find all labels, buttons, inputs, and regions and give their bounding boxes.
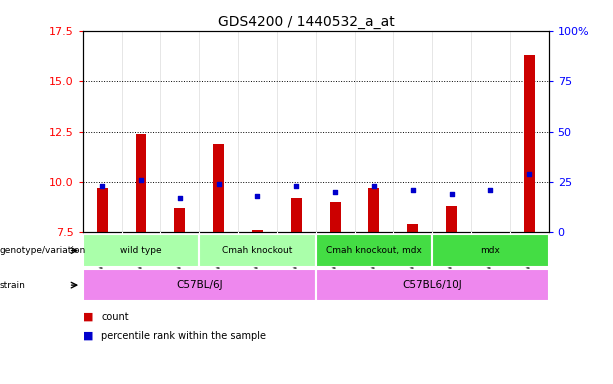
Text: GSM413169: GSM413169 (370, 234, 378, 280)
Bar (407, 224, 418, 232)
Point (408, 187, 417, 193)
Text: GSM413159: GSM413159 (97, 234, 107, 280)
Text: C57BL6/10J: C57BL6/10J (402, 280, 462, 290)
Text: Cmah knockout: Cmah knockout (223, 246, 292, 255)
Bar (252, 230, 263, 232)
Bar (316, 234, 432, 267)
Point (369, 183, 379, 189)
Text: GSM413164: GSM413164 (292, 234, 301, 280)
Bar (368, 188, 379, 232)
Bar (135, 134, 147, 232)
Bar (213, 144, 224, 232)
Bar (174, 208, 185, 232)
Text: ■: ■ (83, 312, 93, 322)
Text: GSM413163: GSM413163 (253, 234, 262, 280)
Point (253, 193, 262, 199)
Text: C57BL/6J: C57BL/6J (176, 280, 223, 290)
Text: Cmah knockout, mdx: Cmah knockout, mdx (326, 246, 422, 255)
Text: GSM413165: GSM413165 (447, 234, 456, 280)
Point (175, 195, 185, 201)
Point (214, 181, 224, 187)
Text: genotype/variation: genotype/variation (0, 246, 86, 255)
Bar (330, 202, 341, 232)
Text: GSM413160: GSM413160 (137, 234, 145, 280)
Bar (199, 234, 316, 267)
Bar (432, 234, 549, 267)
Text: GSM413161: GSM413161 (175, 234, 185, 280)
Text: wild type: wild type (120, 246, 162, 255)
Text: count: count (101, 312, 129, 322)
Text: percentile rank within the sample: percentile rank within the sample (101, 331, 266, 341)
Point (485, 187, 495, 193)
Bar (83, 269, 316, 301)
Point (330, 189, 340, 195)
Text: GDS4200 / 1440532_a_at: GDS4200 / 1440532_a_at (218, 15, 395, 29)
Text: ■: ■ (83, 331, 93, 341)
Point (291, 183, 301, 189)
Text: GSM413170: GSM413170 (408, 234, 417, 280)
Bar (97, 188, 108, 232)
Point (447, 191, 457, 197)
Bar (524, 55, 535, 232)
Text: GSM413168: GSM413168 (330, 234, 340, 280)
Point (524, 171, 534, 177)
Text: mdx: mdx (481, 246, 500, 255)
Text: GSM413167: GSM413167 (525, 234, 534, 280)
Text: GSM413162: GSM413162 (214, 234, 223, 280)
Bar (291, 198, 302, 232)
Bar (83, 234, 199, 267)
Bar (446, 206, 457, 232)
Text: GSM413166: GSM413166 (486, 234, 495, 280)
Point (97, 183, 107, 189)
Text: strain: strain (0, 281, 26, 290)
Bar (316, 269, 549, 301)
Point (136, 177, 146, 183)
